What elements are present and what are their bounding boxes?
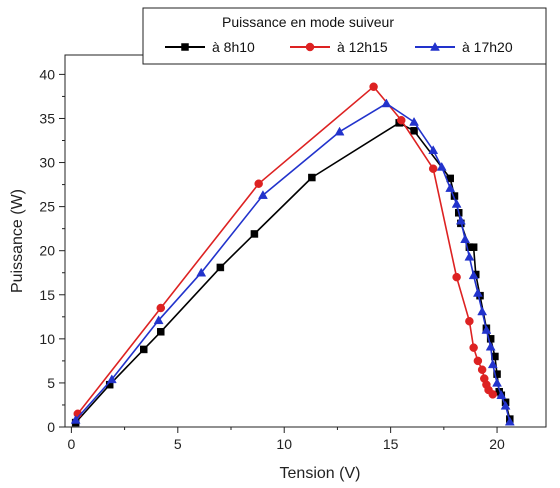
plot-frame xyxy=(64,54,547,428)
data-point xyxy=(504,416,515,426)
data-point xyxy=(477,365,487,374)
legend-box xyxy=(142,7,547,65)
data-point xyxy=(481,325,492,334)
series-layer xyxy=(70,82,515,427)
data-point xyxy=(156,303,166,313)
y-axis-title: Puissance (W) xyxy=(9,189,26,293)
data-point xyxy=(139,345,148,354)
data-point xyxy=(468,270,479,280)
data-point xyxy=(216,263,225,272)
data-point xyxy=(410,127,418,135)
data-point xyxy=(445,183,456,192)
legend-label: à 12h15 xyxy=(337,39,388,55)
data-point xyxy=(469,343,478,352)
legend-label: à 17h20 xyxy=(462,39,513,55)
series-1 xyxy=(71,119,514,427)
data-point xyxy=(428,145,439,154)
data-point xyxy=(488,390,498,399)
legend-marker xyxy=(181,43,189,51)
data-point xyxy=(334,126,345,136)
data-point xyxy=(460,234,471,243)
series-line xyxy=(77,85,494,415)
series-line xyxy=(75,102,511,422)
data-point xyxy=(451,198,462,208)
data-point xyxy=(485,341,496,351)
x-axis: 0 5 10 15 20 xyxy=(67,427,505,452)
data-point xyxy=(106,374,117,384)
y-tick-label: 25 xyxy=(39,199,55,215)
data-point xyxy=(472,287,483,297)
y-tick-label: 20 xyxy=(39,243,55,259)
data-point xyxy=(477,306,488,316)
data-point xyxy=(428,164,438,173)
legend-entries: à 8h10 à 12h15 à 17h20 xyxy=(165,39,513,55)
data-point xyxy=(469,243,478,251)
data-point xyxy=(455,215,466,225)
data-point xyxy=(397,115,406,125)
data-point xyxy=(465,316,474,326)
legend-title: Puissance en mode suiveur xyxy=(222,14,394,30)
x-tick-label: 15 xyxy=(383,436,399,452)
y-tick-label: 5 xyxy=(47,375,55,391)
x-axis-title: Tension (V) xyxy=(280,465,361,482)
y-tick-label: 40 xyxy=(39,66,55,82)
y-tick-label: 10 xyxy=(39,331,55,347)
legend-marker xyxy=(430,41,440,51)
legend-entry-1: à 8h10 xyxy=(165,39,255,55)
data-point xyxy=(409,116,419,126)
data-point xyxy=(157,328,165,336)
data-point xyxy=(381,98,392,108)
data-point xyxy=(487,359,498,369)
y-tick-label: 15 xyxy=(39,287,55,303)
y-tick-label: 30 xyxy=(39,155,55,171)
data-point xyxy=(70,414,81,424)
data-point xyxy=(464,251,475,261)
series-3 xyxy=(70,98,515,426)
data-point xyxy=(496,390,507,400)
data-point xyxy=(153,315,164,325)
data-point xyxy=(258,190,268,199)
y-tick-label: 0 xyxy=(47,419,55,435)
series-2 xyxy=(73,82,498,419)
data-point xyxy=(254,179,263,188)
data-point xyxy=(308,173,316,182)
legend: Puissance en mode suiveur à 8h10 à 12h15 à… xyxy=(142,7,547,65)
x-tick-label: 20 xyxy=(489,436,505,452)
legend-label: à 8h10 xyxy=(212,39,255,55)
data-point xyxy=(473,356,483,366)
data-point xyxy=(452,272,461,282)
x-tick-label: 5 xyxy=(174,436,182,452)
legend-entry-2: à 12h15 xyxy=(290,39,388,55)
legend-marker xyxy=(305,42,315,52)
data-point xyxy=(500,400,511,410)
data-point xyxy=(493,370,501,378)
data-point xyxy=(492,377,502,387)
x-tick-label: 0 xyxy=(67,436,75,452)
y-axis: 0 5 10 15 20 25 30 35 40 xyxy=(39,66,65,435)
data-point xyxy=(250,230,259,238)
x-tick-label: 10 xyxy=(276,436,292,452)
legend-entry-3: à 17h20 xyxy=(415,39,513,55)
data-point xyxy=(436,161,447,171)
data-point xyxy=(369,82,378,91)
data-point xyxy=(196,267,207,277)
y-tick-label: 35 xyxy=(39,110,55,126)
